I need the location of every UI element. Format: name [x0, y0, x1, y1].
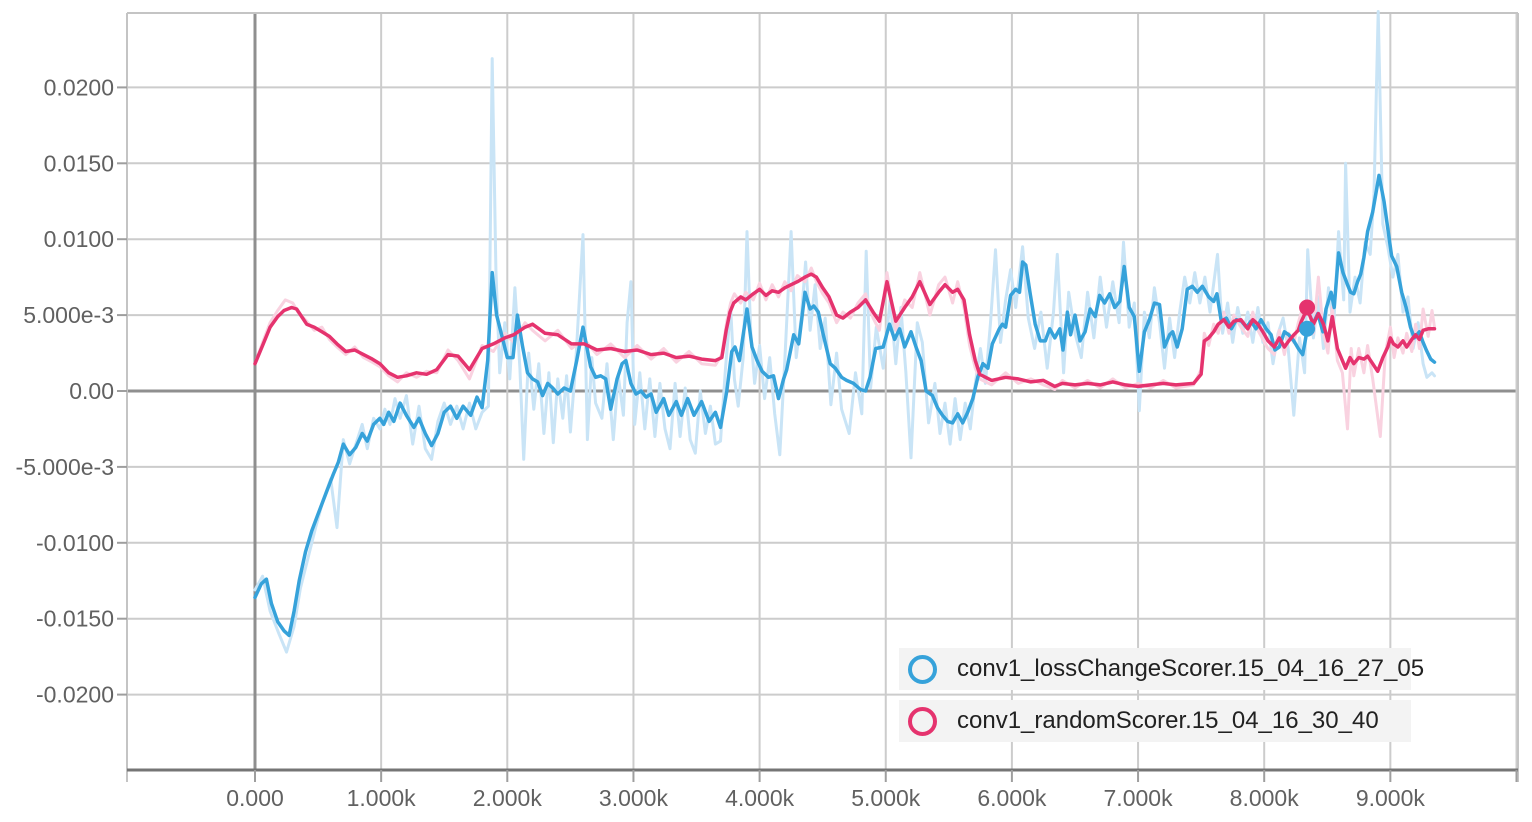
- chart-legend: conv1_lossChangeScorer.15_04_16_27_05 co…: [899, 648, 1424, 742]
- y-axis-tick-label: 0.0100: [44, 226, 114, 252]
- series-color-ring-icon: [908, 654, 937, 684]
- legend-item-random-scorer[interactable]: conv1_randomScorer.15_04_16_30_40: [899, 700, 1411, 742]
- series-end-dot: [1299, 299, 1316, 316]
- x-axis-tick-label: 2.000k: [473, 785, 543, 811]
- x-axis-tick-label: 0.000: [226, 785, 284, 811]
- x-axis-tick-label: 1.000k: [347, 785, 417, 811]
- legend-item-loss-change-scorer[interactable]: conv1_lossChangeScorer.15_04_16_27_05: [899, 648, 1424, 690]
- x-axis-tick-label: 7.000k: [1104, 785, 1174, 811]
- y-axis-tick-label: 5.000e-3: [23, 302, 114, 328]
- y-axis-tick-label: 0.0150: [44, 150, 114, 176]
- y-axis-tick-label: -0.0200: [36, 682, 114, 708]
- series-end-dot: [1299, 320, 1316, 337]
- legend-label: conv1_lossChangeScorer.15_04_16_27_05: [957, 655, 1425, 682]
- y-axis-tick-label: -0.0150: [36, 606, 114, 632]
- x-axis-tick-label: 4.000k: [725, 785, 795, 811]
- series-color-ring-icon: [908, 706, 937, 736]
- series-line-smoothed: [253, 272, 1437, 389]
- series-line-smoothed: [253, 173, 1437, 638]
- x-axis-tick-label: 6.000k: [977, 785, 1047, 811]
- y-axis-tick-label: -0.0100: [36, 530, 114, 556]
- y-axis-tick-label: -5.000e-3: [16, 454, 114, 480]
- x-axis-tick-label: 8.000k: [1230, 785, 1300, 811]
- series-line-raw: [253, 266, 1436, 438]
- y-axis-tick-label: 0.0200: [44, 74, 114, 100]
- x-axis-tick-label: 5.000k: [851, 785, 921, 811]
- x-axis-tick-label: 9.000k: [1356, 785, 1426, 811]
- y-axis-tick-label: 0.00: [69, 378, 114, 404]
- x-axis-tick-label: 3.000k: [599, 785, 669, 811]
- legend-label: conv1_randomScorer.15_04_16_30_40: [957, 707, 1379, 734]
- series-line-raw: [253, 10, 1436, 654]
